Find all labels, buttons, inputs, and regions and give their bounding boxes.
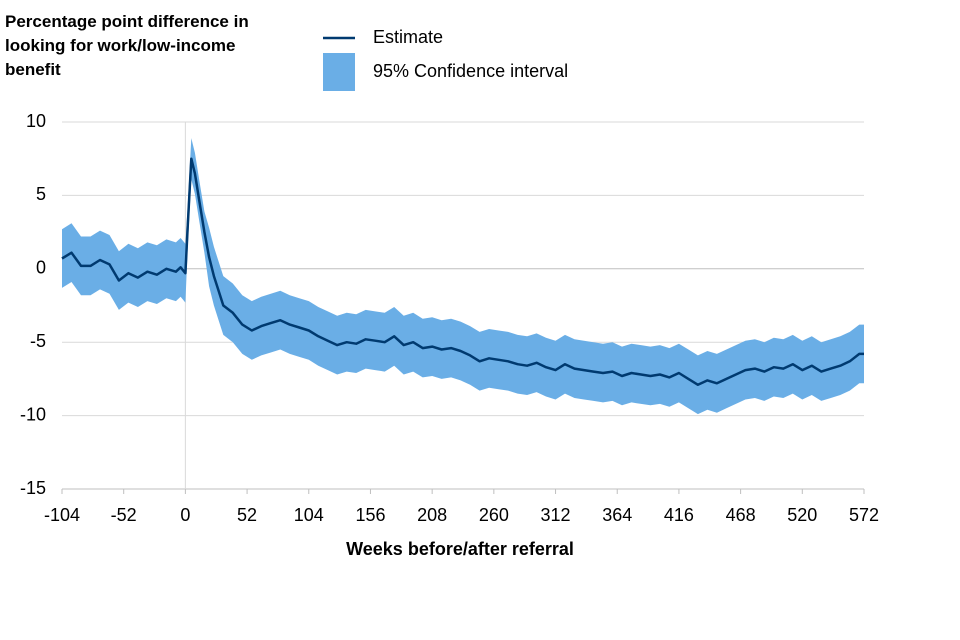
x-tick-label: 208	[417, 505, 447, 525]
x-tick-label: 364	[602, 505, 632, 525]
x-tick-label: 52	[237, 505, 257, 525]
y-tick-label: 0	[36, 258, 46, 278]
confidence-band	[62, 138, 864, 415]
y-tick-label: 5	[36, 184, 46, 204]
legend-label: Estimate	[373, 27, 443, 47]
y-axis-title: Percentage point difference in looking f…	[5, 12, 249, 79]
legend-swatch	[323, 53, 355, 91]
y-tick-label: -10	[20, 404, 46, 424]
x-tick-label: 104	[294, 505, 324, 525]
x-tick-label: 312	[541, 505, 571, 525]
y-tick-label: -15	[20, 478, 46, 498]
y-tick-label: 10	[26, 111, 46, 131]
x-tick-label: 156	[355, 505, 385, 525]
x-tick-label: -52	[111, 505, 137, 525]
y-tick-label: -5	[30, 331, 46, 351]
x-tick-label: 416	[664, 505, 694, 525]
legend-label: 95% Confidence interval	[373, 61, 568, 81]
x-axis-title: Weeks before/after referral	[346, 539, 574, 559]
x-tick-label: 468	[726, 505, 756, 525]
x-tick-label: 0	[180, 505, 190, 525]
x-tick-label: -104	[44, 505, 80, 525]
x-tick-label: 520	[787, 505, 817, 525]
x-tick-label: 260	[479, 505, 509, 525]
x-tick-label: 572	[849, 505, 879, 525]
estimate-line	[61, 157, 864, 387]
